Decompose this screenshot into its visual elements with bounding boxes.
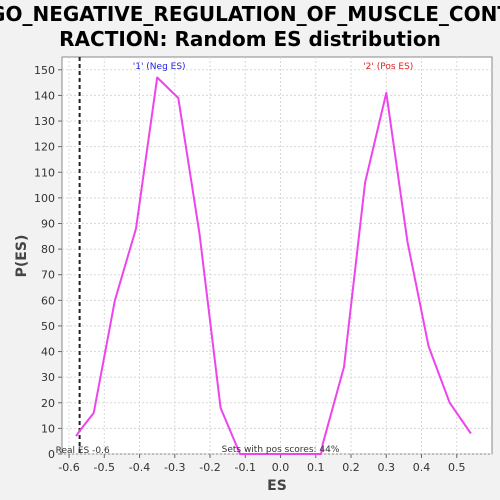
x-tick-label: 0.3: [378, 461, 396, 474]
y-tick-label: 100: [34, 192, 55, 205]
y-tick-label: 90: [41, 217, 55, 230]
y-tick-label: 60: [41, 294, 55, 307]
y-tick-label: 120: [34, 141, 55, 154]
x-tick-label: 0.0: [272, 461, 290, 474]
y-tick-label: 40: [41, 346, 55, 359]
x-tick-label: -0.2: [199, 461, 220, 474]
series-group: [75, 76, 472, 455]
es-series-line: [75, 76, 472, 455]
x-tick-label: -0.5: [94, 461, 115, 474]
x-tick-label: 0.5: [448, 461, 466, 474]
chart-title-line-2: RACTION: Random ES distribution: [59, 27, 441, 51]
x-tick-label: -0.4: [129, 461, 150, 474]
y-tick-label: 130: [34, 115, 55, 128]
chart-title-line-1: GO_NEGATIVE_REGULATION_OF_MUSCLE_CONT: [0, 2, 500, 26]
y-tick-label: 80: [41, 243, 55, 256]
x-tick-label: -0.6: [58, 461, 79, 474]
x-tick-label: 0.2: [342, 461, 360, 474]
y-tick-label: 20: [41, 397, 55, 410]
y-tick-label: 10: [41, 422, 55, 435]
real-es-label: Real ES -0.6: [56, 446, 110, 456]
x-tick-label: 0.1: [307, 461, 325, 474]
legend: '1' (Neg ES) '2' (Pos ES): [133, 62, 414, 72]
pos-scores-annotation: Sets with pos scores: 44%: [222, 445, 340, 455]
x-tick-label: -0.1: [235, 461, 256, 474]
legend-entry: '1' (Neg ES): [133, 62, 186, 72]
y-tick-label: 30: [41, 371, 55, 384]
legend-entry: '2' (Pos ES): [363, 62, 413, 72]
x-tick-label: 0.4: [413, 461, 431, 474]
x-axis-label: ES: [267, 478, 287, 494]
y-tick-label: 50: [41, 320, 55, 333]
y-tick-label: 0: [48, 448, 55, 461]
x-tick-label: -0.3: [164, 461, 185, 474]
real-es-marker: Real ES -0.6: [56, 57, 110, 456]
x-axis-ticks: -0.6 -0.5 -0.4 -0.3 -0.2 -0.1 0.0 0.1 0.2 0.3 0.4 0…: [58, 454, 466, 474]
plot-area: [61, 56, 493, 455]
y-tick-label: 140: [34, 89, 55, 102]
y-axis-label: P(ES): [14, 235, 30, 278]
y-axis-ticks: 0 10 20 30 40 50 60 70 80 90 100 110 120 130 140 150: [34, 64, 62, 461]
y-tick-label: 150: [34, 64, 55, 77]
y-tick-label: 70: [41, 269, 55, 282]
y-tick-label: 110: [34, 166, 55, 179]
